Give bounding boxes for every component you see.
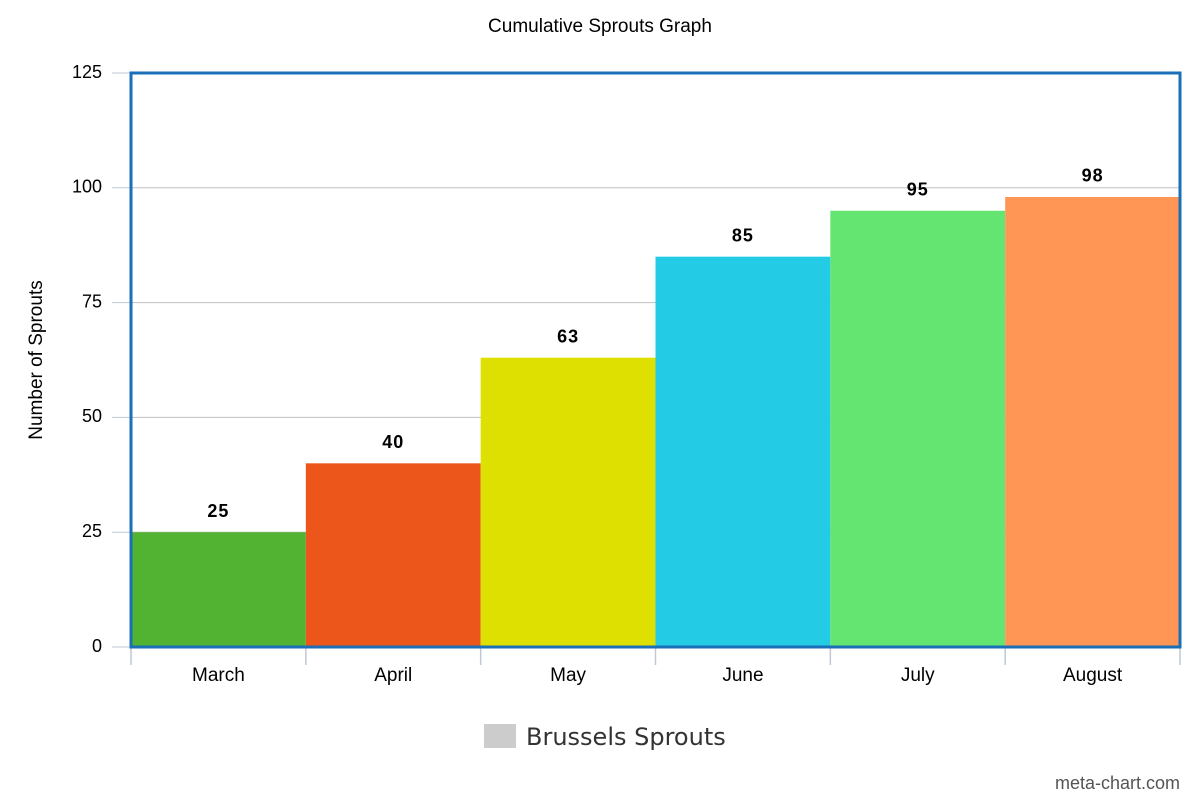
y-tick-label: 75 [82,291,102,311]
y-tick-label: 50 [82,406,102,426]
data-label: 40 [382,432,404,452]
bar [1005,196,1180,647]
y-tick-label: 100 [72,177,102,197]
x-tick-label: July [901,665,935,686]
x-tick-label: May [550,665,586,686]
x-tick-label: June [722,665,763,686]
y-axis-label: Number of Sprouts [26,280,47,439]
y-tick-label: 25 [82,521,102,541]
data-label: 85 [732,225,754,245]
legend-swatch [484,724,516,748]
bar [830,210,1006,647]
x-tick-label: August [1063,665,1123,686]
y-tick-label: 0 [92,636,102,656]
data-label: 98 [1082,166,1104,186]
plot-border [129,71,1182,649]
x-tick-label: April [374,665,412,686]
chart-title: Cumulative Sprouts Graph [488,16,712,37]
bar [131,532,306,647]
y-tick-label: 125 [72,62,102,82]
data-label: 95 [907,180,929,200]
x-tick-label: March [192,665,245,686]
data-label: 63 [557,326,579,346]
watermark: meta-chart.com [1055,773,1180,793]
bar [480,357,656,647]
legend-label: Brussels Sprouts [526,723,726,751]
bar [655,256,831,647]
bar [305,463,481,647]
data-label: 25 [207,501,229,521]
